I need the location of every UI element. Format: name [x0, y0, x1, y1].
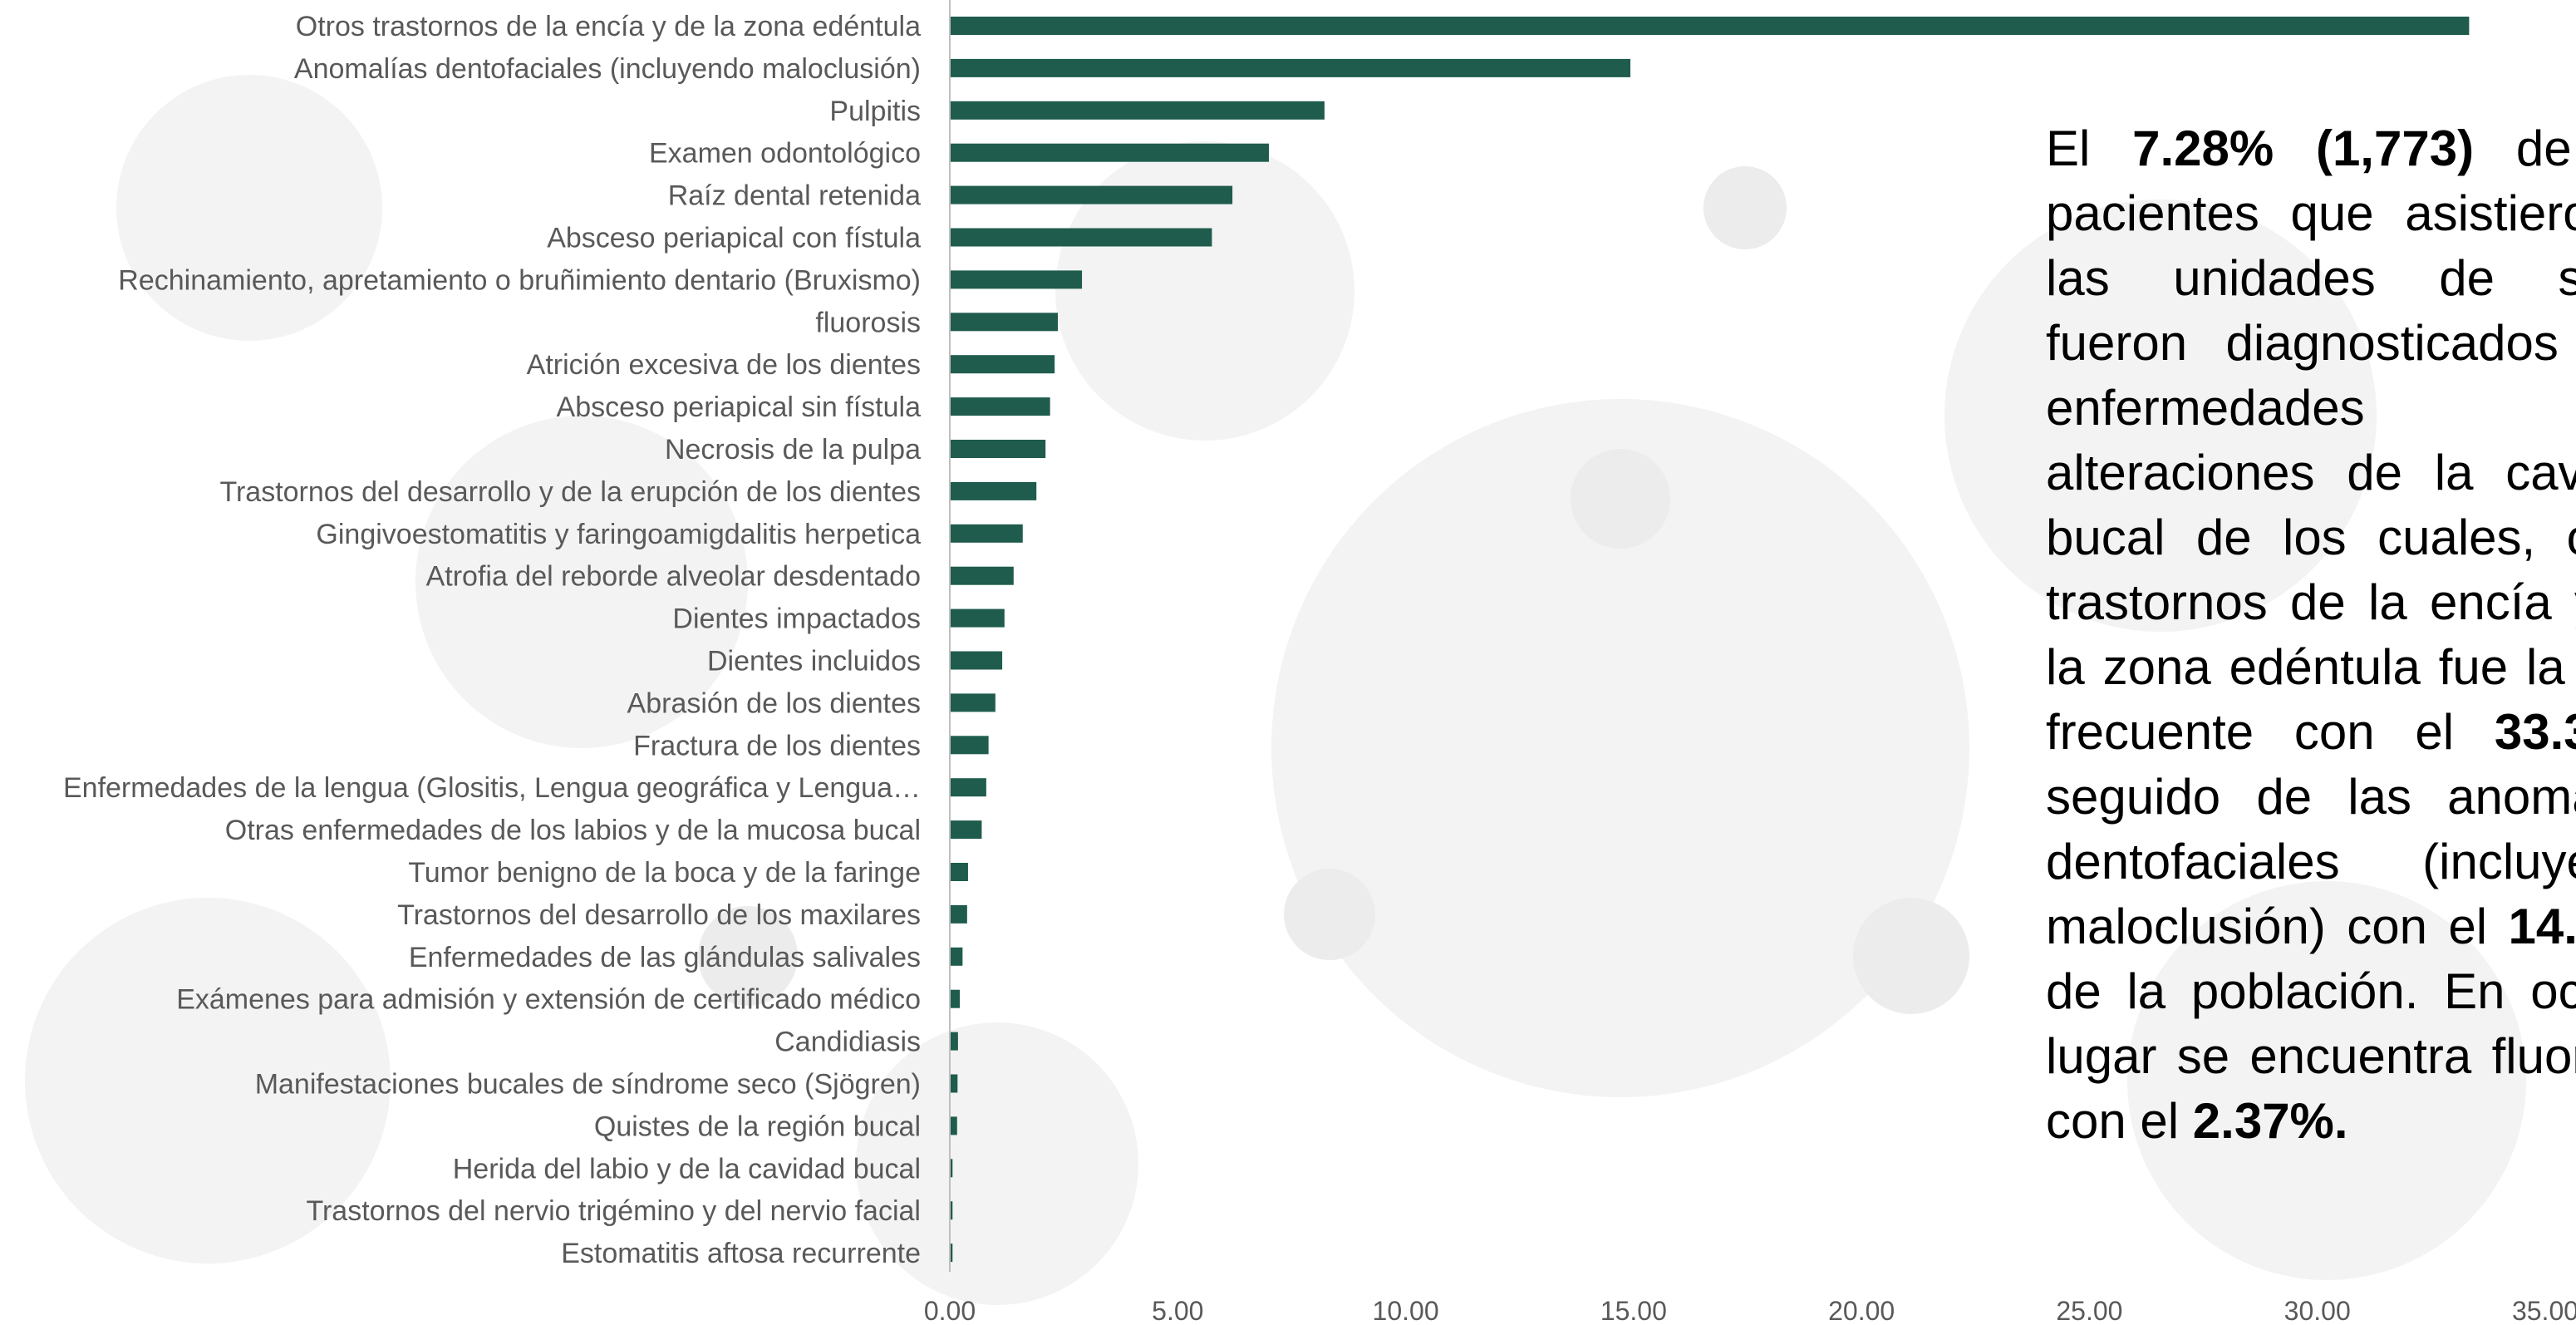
category-label: Tumor benigno de la boca y de la faringe: [408, 857, 921, 889]
bg-circle-bottom-right: [2127, 881, 2526, 1280]
summary-bold-patients: 7.28% (1,773): [2132, 121, 2475, 176]
category-label: Otras enfermedades de los labios y de la…: [225, 815, 921, 846]
category-label: Trastornos del desarrollo de los maxilar…: [397, 899, 921, 931]
x-tick-label: 15.00: [1600, 1296, 1667, 1325]
bar: [950, 185, 1233, 204]
x-tick-label: 0.00: [924, 1296, 976, 1325]
bar: [950, 947, 963, 966]
x-axis-ticks: 0.00 5.00 10.00 15.00 20.00 25.00 30.00 35.00: [924, 1296, 2576, 1325]
bar: [950, 1116, 957, 1135]
bar: [950, 1244, 953, 1263]
summary-text-3: , seguido de las anomalías dentofaciales…: [2046, 769, 2576, 954]
category-label: Fractura de los dientes: [633, 730, 921, 761]
bg-circle-top-mid: [1055, 141, 1354, 441]
category-label: Anomalías dentofaciales (incluyendo malo…: [294, 53, 921, 85]
bg-circle-bottom-left: [25, 898, 391, 1263]
bar: [950, 608, 1005, 628]
category-label: Enfermedades de las glándulas salivales: [409, 942, 921, 973]
bar: [950, 778, 986, 797]
bar: [950, 17, 2470, 35]
x-tick-label: 10.00: [1373, 1296, 1439, 1325]
bar: [950, 904, 967, 924]
category-label: Abrasión de los dientes: [627, 687, 921, 719]
bg-circle-top-left: [116, 75, 382, 341]
category-labels: Otros trastornos de la encía y de la zon…: [63, 11, 921, 1269]
category-label: Pulpitis: [829, 96, 921, 127]
bar: [950, 693, 995, 712]
bg-circle-mid-left: [415, 416, 748, 748]
bar: [950, 1074, 958, 1093]
category-label: Exámenes para admisión y extensión de ce…: [176, 984, 921, 1016]
bg-flower-2: [1853, 898, 1969, 1014]
summary-text: El 7.28% (1,773) de los pacientes que as…: [2046, 116, 2576, 1154]
bg-flower-5: [1703, 166, 1787, 249]
bar: [950, 58, 1631, 77]
x-tick-label: 5.00: [1152, 1296, 1203, 1325]
bars-group: [950, 17, 2470, 1263]
category-label: fluorosis: [815, 307, 921, 338]
bar: [950, 651, 1003, 670]
bar: [950, 270, 1083, 289]
bar: [950, 1159, 953, 1178]
x-tick-label: 35.00: [2512, 1296, 2576, 1325]
category-label: Quistes de la región bucal: [594, 1111, 921, 1142]
category-label: Examen odontológico: [649, 138, 921, 170]
bar: [950, 736, 989, 755]
bg-circle-bottom-mid: [856, 1022, 1138, 1305]
bar: [950, 1032, 958, 1051]
category-label: Absceso periapical sin fístula: [557, 392, 922, 423]
category-label: Dientes incluidos: [707, 646, 921, 677]
bg-flower-4: [698, 906, 798, 1006]
category-label: Manifestaciones bucales de síndrome seco…: [255, 1069, 921, 1101]
bg-large-circle: [1271, 399, 1969, 1097]
bg-flower-3: [1284, 869, 1375, 960]
category-label: Atrición excesiva de los dientes: [527, 349, 921, 381]
bar: [950, 820, 982, 840]
category-label: Trastornos del desarrollo y de la erupci…: [219, 476, 921, 508]
category-label: Gingivoestomatitis y faringoamigdalitis …: [316, 519, 921, 550]
bar: [950, 863, 968, 881]
category-label: Rechinamiento, apretamiento o bruñimient…: [118, 264, 921, 296]
summary-text-1: El: [2046, 121, 2133, 176]
bar: [950, 313, 1059, 332]
x-tick-label: 25.00: [2056, 1296, 2122, 1325]
bar: [950, 524, 1023, 543]
summary-text-2: de los pacientes que asistieron a las un…: [2046, 121, 2576, 760]
category-label: Raíz dental retenida: [668, 180, 921, 212]
summary-bold-first: 33.33%: [2494, 704, 2576, 760]
category-label: Dientes impactados: [672, 603, 921, 635]
summary-bold-second: 14.93%: [2508, 899, 2576, 954]
bg-flower-1: [1571, 449, 1670, 549]
category-label: Estomatitis aftosa recurrente: [561, 1238, 921, 1269]
category-label: Otros trastornos de la encía y de la zon…: [296, 11, 921, 42]
bar: [950, 397, 1050, 416]
bar: [950, 228, 1212, 247]
x-tick-label: 30.00: [2284, 1296, 2351, 1325]
category-label: Necrosis de la pulpa: [665, 434, 921, 465]
x-tick-label: 20.00: [1828, 1296, 1895, 1325]
bar: [950, 989, 961, 1008]
category-label: Absceso periapical con fístula: [547, 223, 921, 254]
bar: [950, 355, 1055, 374]
bar: [950, 101, 1325, 120]
category-label: Trastornos del nervio trigémino y del ne…: [306, 1195, 921, 1227]
bar: [950, 143, 1269, 162]
category-label: Herida del labio y de la cavidad bucal: [453, 1153, 921, 1185]
bar: [950, 481, 1037, 500]
bar: [950, 440, 1046, 458]
category-label: Candidiasis: [774, 1027, 921, 1058]
summary-text-4: de la población. En octavo lugar se encu…: [2046, 963, 2576, 1149]
category-label: Atrofia del reborde alveolar desdentado: [426, 561, 921, 593]
summary-bold-eighth: 2.37%.: [2192, 1093, 2348, 1149]
bar: [950, 566, 1014, 585]
bg-circle-right: [1944, 199, 2377, 632]
bar: [950, 1201, 953, 1220]
category-label: Enfermedades de la lengua (Glositis, Len…: [63, 772, 921, 804]
